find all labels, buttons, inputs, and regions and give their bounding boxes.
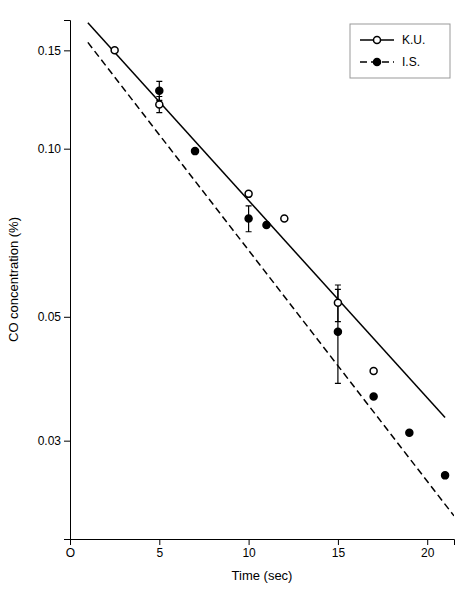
tick-mark bbox=[64, 50, 70, 51]
point bbox=[245, 215, 252, 222]
tick-label: 20 bbox=[421, 546, 435, 560]
point bbox=[192, 148, 199, 155]
point bbox=[370, 367, 377, 374]
tick-label: 0.15 bbox=[38, 44, 62, 58]
legend-item: I.S. bbox=[360, 55, 420, 69]
tick: 0.15 bbox=[38, 44, 70, 58]
legend: K.U. I.S. bbox=[350, 24, 450, 78]
tick-label: O bbox=[66, 546, 75, 560]
point bbox=[263, 222, 270, 229]
point bbox=[281, 215, 288, 222]
tick-label: 5 bbox=[156, 546, 163, 560]
error-bar bbox=[335, 289, 341, 383]
tick: 0.03 bbox=[38, 434, 70, 448]
point bbox=[111, 47, 118, 54]
tick: 20 bbox=[421, 539, 435, 560]
tick-mark bbox=[64, 441, 70, 442]
x-axis: O 5 10 15 20 bbox=[66, 539, 455, 560]
point bbox=[156, 101, 163, 108]
point bbox=[334, 299, 341, 306]
point bbox=[442, 472, 449, 479]
tick-label: 0.03 bbox=[38, 434, 62, 448]
tick-mark bbox=[427, 539, 428, 545]
tick: 5 bbox=[156, 539, 163, 560]
chart: O 5 10 15 20 0.03 0.05 0.10 0.15 Time (sec) CO con… bbox=[0, 0, 474, 594]
y-axis-line bbox=[64, 21, 71, 540]
legend-swatch-marker bbox=[374, 37, 381, 44]
legend-swatch-marker bbox=[374, 59, 381, 66]
tick-mark bbox=[159, 539, 160, 545]
tick: 0.10 bbox=[38, 142, 70, 156]
legend-item: K.U. bbox=[360, 33, 425, 47]
x-axis-title: Time (sec) bbox=[232, 568, 293, 583]
tick: O bbox=[66, 539, 75, 560]
point bbox=[156, 87, 163, 94]
tick-mark bbox=[64, 317, 70, 318]
plot-area bbox=[88, 23, 454, 516]
tick: 0.05 bbox=[38, 310, 70, 324]
y-axis: 0.03 0.05 0.10 0.15 bbox=[38, 21, 71, 540]
legend-label: K.U. bbox=[402, 33, 425, 47]
point bbox=[370, 393, 377, 400]
point bbox=[334, 328, 341, 335]
point bbox=[406, 429, 413, 436]
error-bar bbox=[156, 81, 162, 100]
legend-label: I.S. bbox=[402, 55, 420, 69]
legend-frame bbox=[350, 24, 450, 78]
point bbox=[245, 190, 252, 197]
tick-mark bbox=[249, 539, 250, 545]
y-axis-title: CO concentration (%) bbox=[6, 217, 21, 342]
tick-label: 10 bbox=[242, 546, 256, 560]
tick-mark bbox=[64, 149, 70, 150]
fit-line bbox=[88, 42, 454, 515]
tick-mark bbox=[338, 539, 339, 545]
tick: 15 bbox=[332, 539, 346, 560]
x-axis-line bbox=[71, 540, 455, 546]
tick: 10 bbox=[242, 539, 256, 560]
tick-label: 0.10 bbox=[38, 142, 62, 156]
fit-line bbox=[88, 23, 445, 418]
error-bar bbox=[246, 206, 252, 232]
tick-label: 15 bbox=[332, 546, 346, 560]
tick-label: 0.05 bbox=[38, 310, 62, 324]
